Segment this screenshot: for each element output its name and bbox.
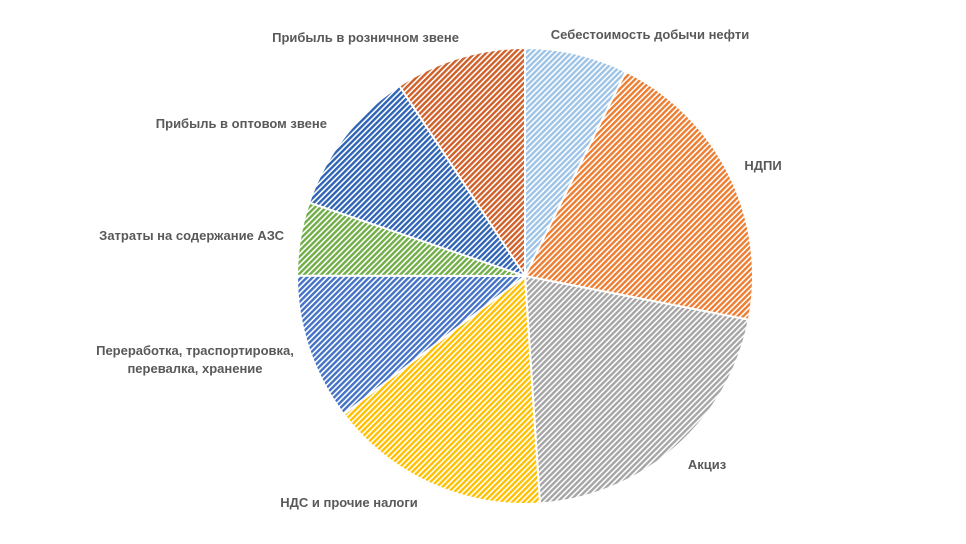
slice-label: Затраты на содержание АЗС [99, 228, 284, 243]
slice-label: Акциз [687, 457, 727, 472]
pie-slice [307, 84, 528, 278]
pie-slice [524, 46, 628, 277]
pie-slice [342, 274, 542, 505]
pie-slice [397, 46, 526, 280]
slice-label: НДПИ [744, 158, 782, 173]
slice-label: Себестоимость добычи нефти [550, 27, 750, 42]
pie-slice [523, 274, 750, 505]
slice-label: НДС и прочие налоги [280, 495, 418, 510]
slice-label: Прибыль в розничном звене [272, 30, 459, 45]
slice-label: Прибыль в оптовом звене [155, 116, 327, 131]
slice-label: Переработка, траспортировка, перевалка, … [96, 343, 294, 376]
pie-slice [523, 70, 754, 321]
pie-slice [295, 274, 528, 416]
